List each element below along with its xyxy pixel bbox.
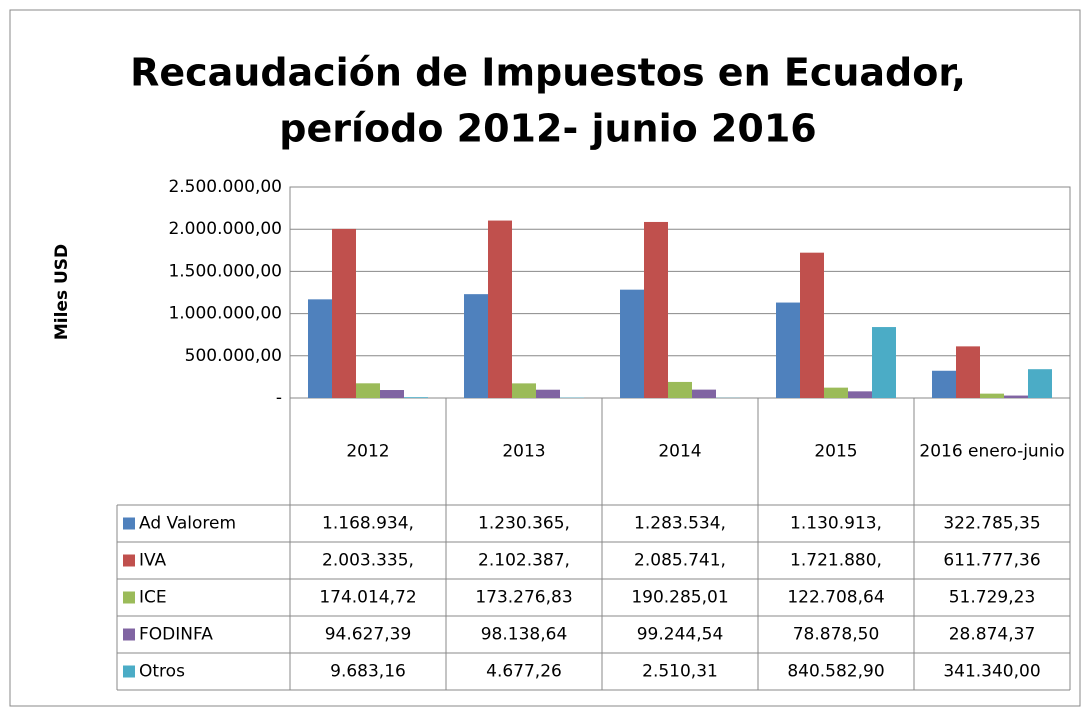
legend-label: FODINFA <box>139 625 213 645</box>
data-table-value: 1.721.880, <box>790 551 882 571</box>
data-table-value: 840.582,90 <box>787 662 884 682</box>
x-tick-label: 2014 <box>658 442 701 462</box>
data-table-value: 98.138,64 <box>481 625 568 645</box>
data-table-value: 78.878,50 <box>793 625 880 645</box>
data-table-value: 2.085.741, <box>634 551 726 571</box>
legend-swatch <box>123 555 135 567</box>
chart-title: Recaudación de Impuestos en Ecuador, <box>130 51 966 95</box>
bar <box>488 221 512 398</box>
data-table-value: 341.340,00 <box>943 662 1040 682</box>
data-table-value: 190.285,01 <box>631 588 728 608</box>
bar <box>692 390 716 398</box>
data-table-value: 94.627,39 <box>325 625 412 645</box>
x-tick-label: 2013 <box>502 442 545 462</box>
bar <box>800 253 824 398</box>
bar <box>620 290 644 398</box>
bar <box>356 383 380 398</box>
bar <box>512 383 536 398</box>
data-table-value: 2.003.335, <box>322 551 414 571</box>
x-tick-label: 2016 enero-junio <box>919 442 1064 462</box>
data-table-value: 322.785,35 <box>943 514 1040 534</box>
legend-swatch <box>123 666 135 678</box>
bar <box>932 371 956 398</box>
y-tick-label: 1.000.000,00 <box>168 304 282 324</box>
x-tick-label: 2012 <box>346 442 389 462</box>
data-table-value: 1.230.365, <box>478 514 570 534</box>
bar <box>980 394 1004 398</box>
data-table-value: 9.683,16 <box>330 662 406 682</box>
data-table-value: 4.677,26 <box>486 662 562 682</box>
bar <box>380 390 404 398</box>
legend-label: ICE <box>139 588 167 608</box>
y-tick-label: 2.500.000,00 <box>168 177 282 197</box>
y-tick-label: 1.500.000,00 <box>168 261 282 281</box>
y-axis-label: Miles USD <box>52 244 72 340</box>
bar <box>644 222 668 398</box>
bar <box>1004 396 1028 398</box>
legend-label: IVA <box>139 551 167 571</box>
bar <box>464 294 488 398</box>
chart-subtitle: período 2012- junio 2016 <box>279 107 816 151</box>
legend-label: Otros <box>139 662 185 682</box>
data-table-value: 611.777,36 <box>943 551 1040 571</box>
y-tick-label: - <box>276 388 282 408</box>
data-table-value: 122.708,64 <box>787 588 884 608</box>
legend-swatch <box>123 518 135 530</box>
y-tick-label: 2.000.000,00 <box>168 219 282 239</box>
bar <box>308 299 332 398</box>
bar <box>332 229 356 398</box>
legend-swatch <box>123 629 135 641</box>
bar <box>776 303 800 398</box>
data-table-value: 1.130.913, <box>790 514 882 534</box>
bar <box>848 391 872 398</box>
bar <box>824 388 848 398</box>
data-table-value: 1.168.934, <box>322 514 414 534</box>
data-table-value: 173.276,83 <box>475 588 572 608</box>
legend-label: Ad Valorem <box>139 514 236 534</box>
bar <box>536 390 560 398</box>
bar <box>1028 369 1052 398</box>
data-table-value: 2.510,31 <box>642 662 718 682</box>
data-table-value: 99.244,54 <box>637 625 724 645</box>
y-tick-label: 500.000,00 <box>185 346 282 366</box>
data-table-value: 28.874,37 <box>949 625 1036 645</box>
data-table-value: 51.729,23 <box>949 588 1036 608</box>
bar <box>404 397 428 398</box>
legend-swatch <box>123 592 135 604</box>
data-table-value: 174.014,72 <box>319 588 416 608</box>
bar <box>668 382 692 398</box>
x-tick-label: 2015 <box>814 442 857 462</box>
data-table-value: 2.102.387, <box>478 551 570 571</box>
bar <box>956 346 980 398</box>
bar <box>872 327 896 398</box>
data-table-value: 1.283.534, <box>634 514 726 534</box>
